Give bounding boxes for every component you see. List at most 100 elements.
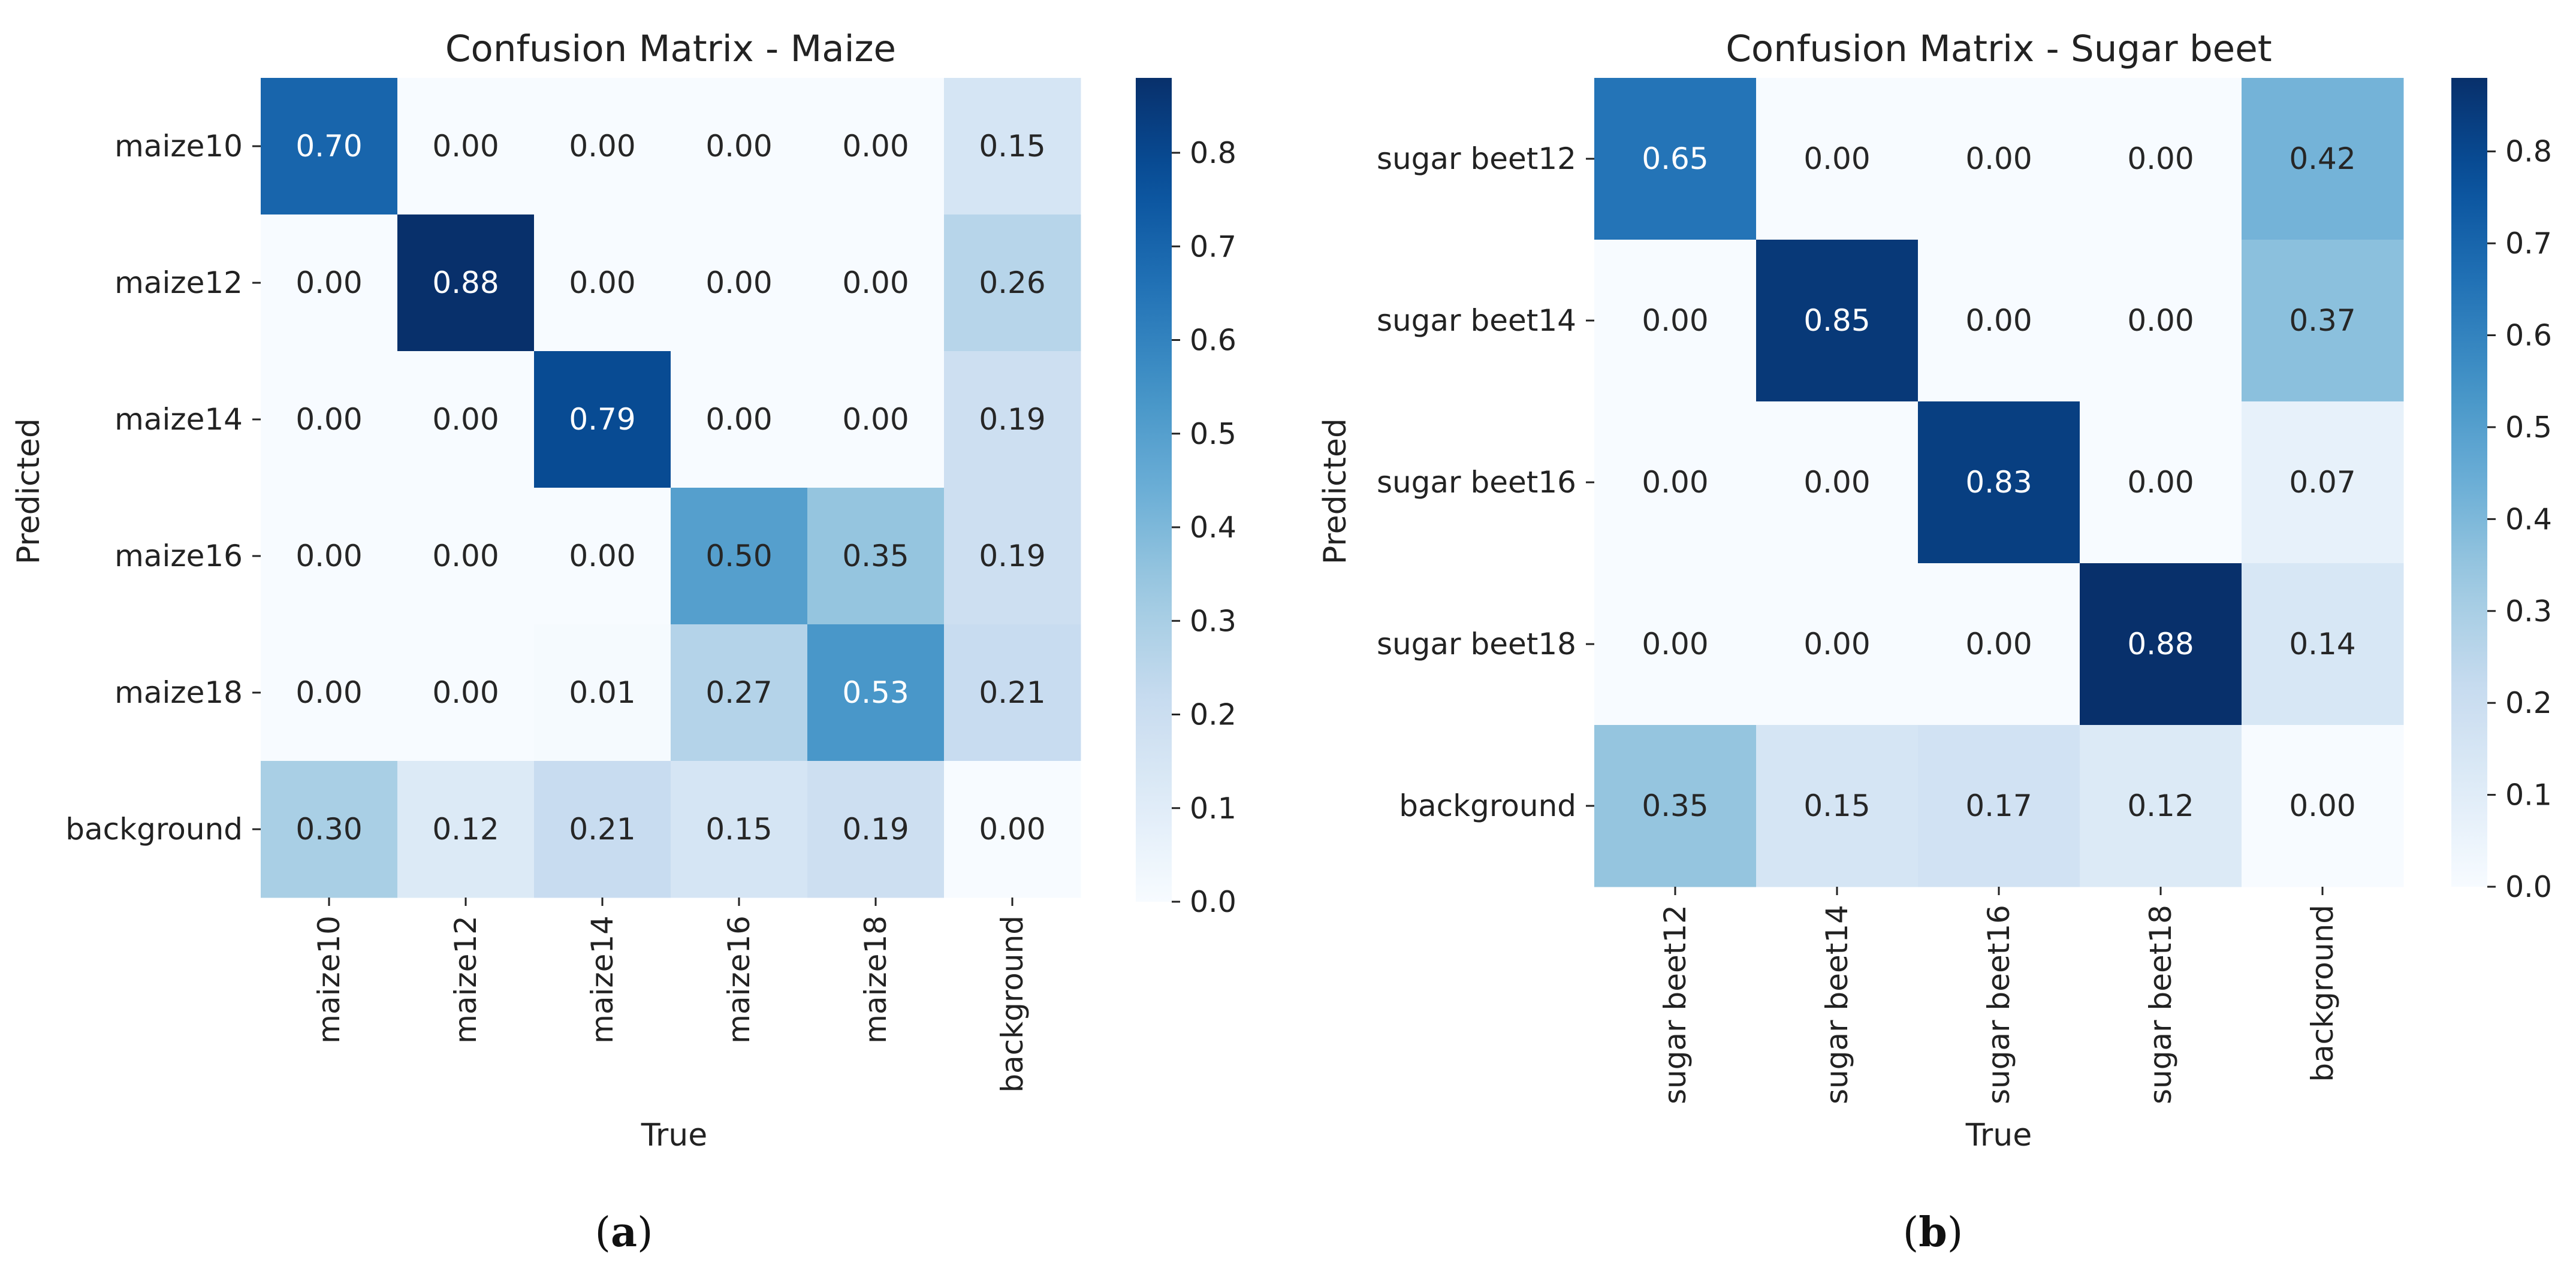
heatmap-cell [1756, 78, 1919, 240]
panel-label: (b) [1903, 1208, 1963, 1256]
heatmap-cell [671, 351, 808, 488]
chart-title: Confusion Matrix - Maize [445, 28, 896, 70]
colorbar-tick-label: 0.6 [1190, 324, 1236, 358]
heatmap-panel-2: Confusion Matrix - Sugar beet 0.65 0.00 0.0… [1317, 28, 2552, 1256]
cell-value-label: 0.37 [2289, 303, 2355, 338]
heatmap-cell [2080, 78, 2242, 240]
y-tick-label: maize18 [114, 675, 243, 710]
colorbar [1136, 78, 1172, 902]
cell-value-label: 0.00 [569, 539, 635, 573]
cell-value-label: 0.00 [1642, 465, 1708, 500]
cell-value-label: 0.12 [432, 812, 499, 847]
colorbar-tick-label: 0.2 [1190, 698, 1236, 732]
heatmap-cell [2242, 78, 2404, 240]
cell-value-label: 0.27 [705, 675, 772, 710]
heatmap-cell [1756, 725, 1919, 887]
cell-value-label: 0.00 [842, 265, 909, 300]
heatmap-cell [1918, 240, 2080, 402]
heatmap-cell [2080, 725, 2242, 887]
cell-value-label: 0.00 [432, 539, 499, 573]
colorbar-tick-label: 0.1 [1190, 791, 1236, 826]
cell-value-label: 0.12 [2127, 788, 2194, 823]
heatmap-cell [534, 351, 671, 488]
heatmap-cell [534, 78, 671, 215]
colorbar-tick-label: 0.5 [2505, 410, 2552, 445]
cell-value-label: 0.83 [1965, 465, 2032, 500]
heatmap-cell [1918, 563, 2080, 726]
cell-value-label: 0.42 [2289, 141, 2355, 176]
heatmap-cell [2242, 401, 2404, 564]
colorbar-tick-label: 0.4 [1190, 510, 1236, 545]
heatmap-cell [397, 78, 535, 215]
heatmap-cell [1594, 78, 1757, 240]
cell-value-label: 0.21 [979, 675, 1045, 710]
cell-value-label: 0.00 [1965, 141, 2032, 176]
heatmap-cell [944, 78, 1081, 215]
cell-value-label: 0.00 [2127, 465, 2194, 500]
heatmap-cell [397, 761, 535, 898]
heatmap-cell [2242, 563, 2404, 726]
y-tick-label: maize10 [114, 129, 243, 164]
heatmap-cell [944, 214, 1081, 352]
y-tick-label: sugar beet16 [1377, 465, 1576, 500]
cell-value-label: 0.17 [1965, 788, 2032, 823]
cell-value-label: 0.70 [295, 129, 362, 164]
cell-value-label: 0.00 [1803, 465, 1870, 500]
y-tick-label: sugar beet14 [1377, 303, 1576, 338]
colorbar-tick-label: 0.1 [2505, 778, 2552, 812]
x-tick-label: maize16 [722, 916, 756, 1044]
heatmap-cell [261, 78, 398, 215]
heatmap-cell [2080, 401, 2242, 564]
heatmap-cell [671, 624, 808, 762]
panel-label: (a) [595, 1208, 653, 1256]
heatmap-cell [944, 488, 1081, 625]
cell-value-label: 0.35 [1642, 788, 1708, 823]
cell-value-label: 0.00 [1965, 303, 2032, 338]
heatmap-cell [1756, 240, 1919, 402]
colorbar-tick-label: 0.8 [2505, 135, 2552, 169]
x-tick-label: maize12 [448, 916, 483, 1044]
heatmap-cell [944, 351, 1081, 488]
cell-value-label: 0.00 [295, 402, 362, 437]
cell-value-label: 0.00 [705, 265, 772, 300]
heatmap-cell [807, 488, 945, 625]
heatmap-cell [1918, 725, 2080, 887]
y-axis-label: Predicted [1317, 418, 1353, 564]
colorbar-tick-label: 0.3 [2505, 594, 2552, 629]
x-tick-label: background [995, 916, 1030, 1093]
colorbar-tick-label: 0.6 [2505, 319, 2552, 353]
cell-value-label: 0.88 [2127, 627, 2194, 661]
cell-value-label: 0.35 [842, 539, 909, 573]
heatmap-cell [2080, 563, 2242, 726]
heatmap-cell [671, 214, 808, 352]
x-tick-label: sugar beet18 [2143, 905, 2178, 1104]
cell-value-label: 0.00 [1642, 303, 1708, 338]
cell-value-label: 0.00 [295, 539, 362, 573]
heatmap-cell [807, 761, 945, 898]
heatmap-cell [2080, 240, 2242, 402]
heatmap-cell [2242, 240, 2404, 402]
heatmap-cell [261, 351, 398, 488]
cell-value-label: 0.50 [705, 539, 772, 573]
cell-value-label: 0.00 [295, 675, 362, 710]
heatmap-cell [944, 761, 1081, 898]
x-axis-label: True [641, 1117, 707, 1153]
y-tick-label: background [65, 812, 243, 847]
cell-value-label: 0.19 [979, 539, 1045, 573]
heatmap-cell [1594, 725, 1757, 887]
heatmap-cell [807, 624, 945, 762]
cell-value-label: 0.21 [569, 812, 635, 847]
y-tick-label: background [1399, 788, 1576, 823]
heatmap-cell [1918, 401, 2080, 564]
heatmap-cell [807, 214, 945, 352]
x-axis-label: True [1965, 1117, 2032, 1153]
x-tick-label: sugar beet12 [1658, 905, 1693, 1104]
cell-value-label: 0.00 [295, 265, 362, 300]
heatmap-cell [397, 624, 535, 762]
x-tick-label: sugar beet14 [1820, 905, 1854, 1104]
x-tick-label: background [2305, 905, 2340, 1082]
x-tick-label: maize14 [585, 916, 620, 1044]
colorbar-tick-label: 0.7 [2505, 226, 2552, 261]
colorbar-tick-label: 0.5 [1190, 417, 1236, 451]
